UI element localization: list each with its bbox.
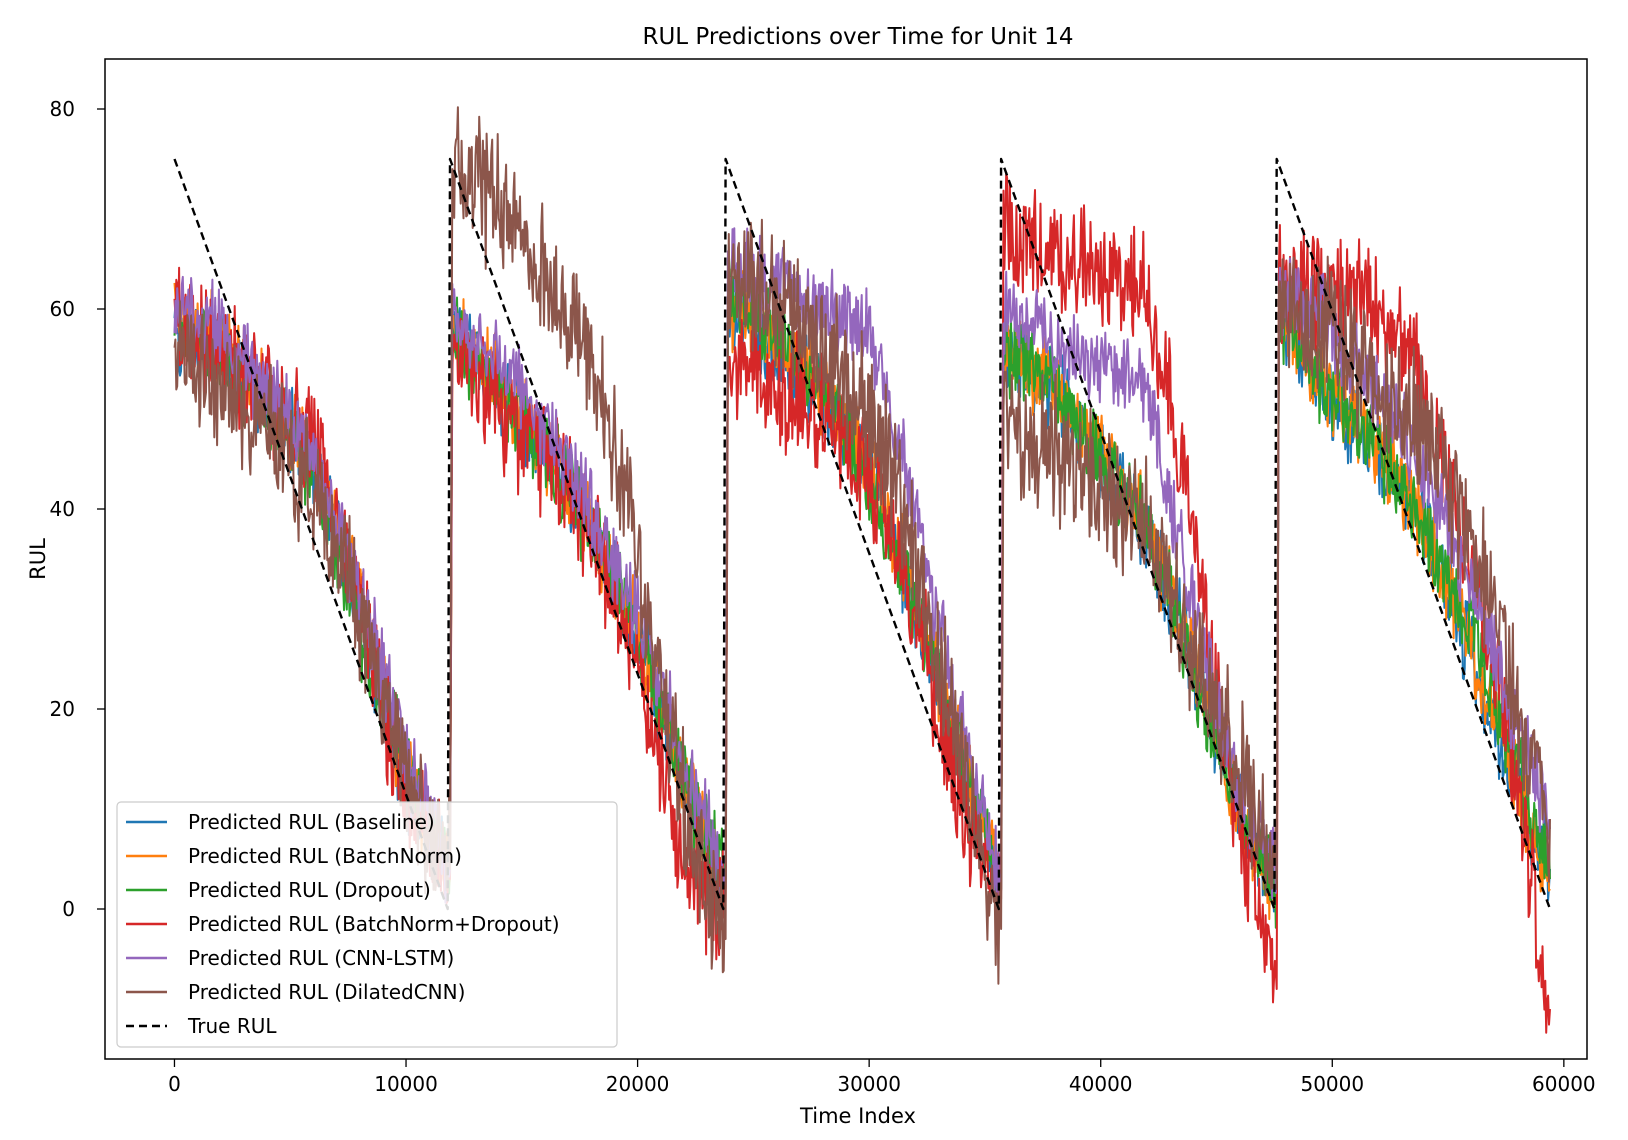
legend-label: Predicted RUL (BatchNorm) — [188, 844, 462, 868]
legend: Predicted RUL (Baseline) Predicted RUL (B… — [116, 801, 618, 1048]
series-line-6 — [173, 157, 1552, 911]
legend-label: True RUL — [187, 1014, 277, 1038]
series-line-5 — [173, 106, 1551, 985]
chart-title: RUL Predictions over Time for Unit 14 — [642, 24, 1073, 50]
x-tick-label: 20000 — [606, 1072, 670, 1096]
x-tick-label: 10000 — [374, 1072, 438, 1096]
legend-box — [116, 801, 618, 1048]
x-tick-label: 30000 — [837, 1072, 901, 1096]
legend-label: Predicted RUL (Baseline) — [188, 810, 435, 834]
y-tick-label: 60 — [50, 297, 75, 321]
y-axis: 0 20 40 60 80 — [50, 97, 105, 921]
x-tick-label: 0 — [168, 1072, 181, 1096]
x-axis-label: Time Index — [799, 1104, 916, 1128]
legend-label: Predicted RUL (Dropout) — [188, 878, 431, 902]
legend-label: Predicted RUL (DilatedCNN) — [188, 980, 465, 1004]
y-tick-label: 40 — [50, 497, 75, 521]
y-tick-label: 0 — [62, 897, 75, 921]
y-tick-label: 20 — [50, 697, 75, 721]
y-tick-label: 80 — [50, 97, 75, 121]
y-axis-label: RUL — [26, 538, 50, 580]
x-tick-label: 40000 — [1069, 1072, 1133, 1096]
legend-label: Predicted RUL (BatchNorm+Dropout) — [188, 912, 560, 936]
x-axis: 0 10000 20000 30000 40000 50000 60000 — [168, 1059, 1596, 1096]
x-tick-label: 60000 — [1532, 1072, 1596, 1096]
plot-frame — [104, 58, 1588, 1060]
x-tick-label: 50000 — [1300, 1072, 1364, 1096]
legend-label: Predicted RUL (CNN-LSTM) — [188, 946, 454, 970]
